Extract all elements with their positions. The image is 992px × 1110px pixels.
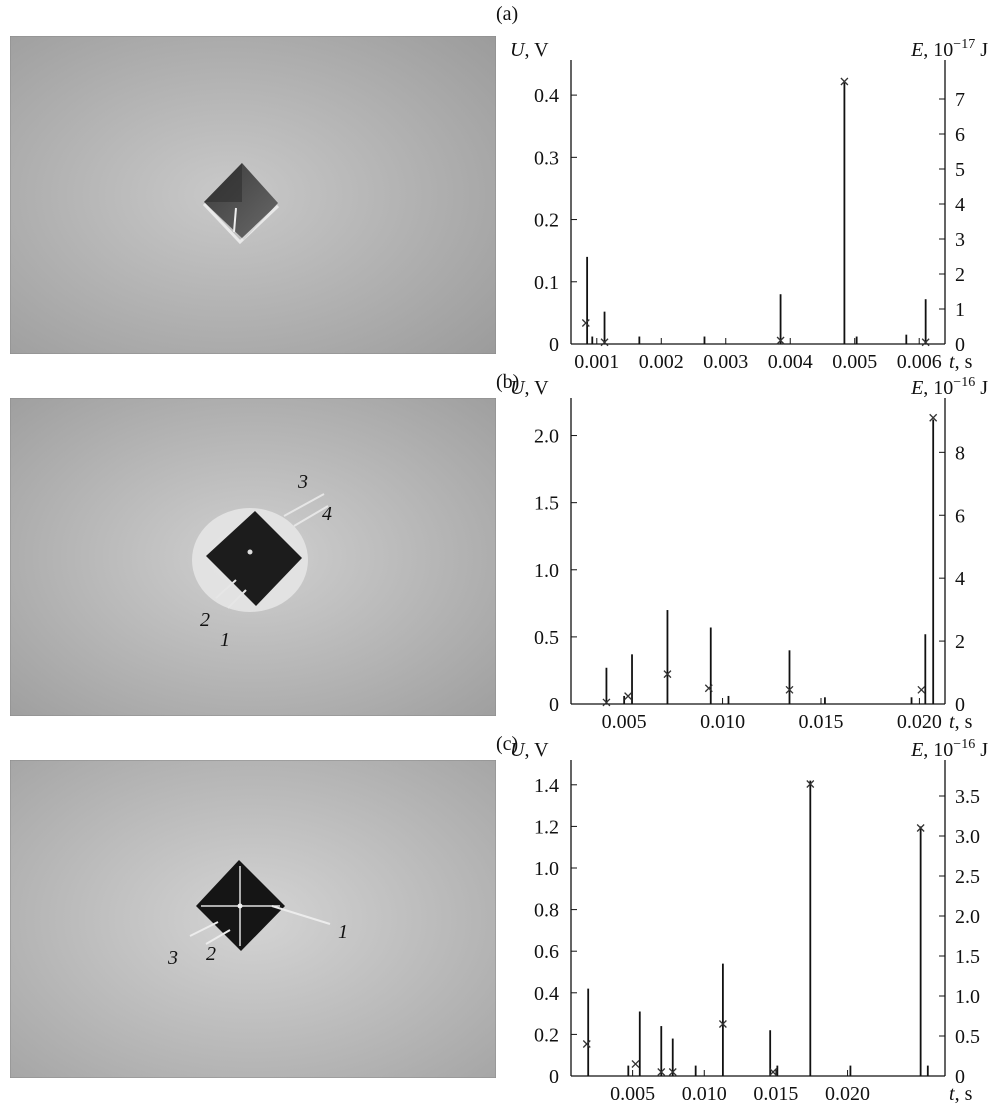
photo-label: 2 [200,609,210,631]
y2-tick-label: 1.0 [955,986,980,1008]
y2-tick-label: 2 [955,264,965,286]
y2-tick-label: 7 [955,89,965,111]
x-axis-label: t, s [949,1083,973,1105]
y-tick-label: 1.2 [534,816,559,838]
energy-marker [776,336,785,345]
x-tick-label: 0.005 [832,351,877,372]
panel-label: (b) [496,371,519,393]
x-axis-label: t, s [949,711,973,732]
energy-marker [921,338,930,347]
energy-marker [929,413,938,422]
indent-photo-a [10,36,496,354]
x-axis-label: t, s [949,351,973,372]
y2-tick-label: 6 [955,505,965,527]
y2-tick-label: 1 [955,299,965,321]
y-tick-label: 2.0 [534,426,559,448]
y-tick-label: 0.5 [534,627,559,649]
y-tick-label: 0 [549,334,559,356]
photo-label: 4 [322,503,332,525]
energy-marker [602,698,611,707]
energy-marker [657,1068,666,1076]
y2-tick-label: 0 [955,334,965,356]
y-tick-label: 0.4 [534,85,559,107]
y2-tick-label: 2.5 [955,866,980,888]
energy-marker [631,1060,640,1068]
y2-axis-label: E, 10−17 J [910,37,988,61]
y-tick-label: 1.4 [534,775,559,797]
energy-marker [916,824,925,832]
y2-axis-label: E, 10−16 J [910,737,988,761]
x-tick-label: 0.020 [825,1083,870,1105]
energy-marker [582,1040,591,1048]
photo-label: 2 [206,943,216,965]
y2-tick-label: 4 [955,194,965,216]
y2-tick-label: 5 [955,159,965,181]
x-tick-label: 0.005 [610,1083,655,1105]
y-tick-label: 0 [549,694,559,716]
chart-b: (b) U, V E, 10−16 J 0 0.5 1.0 1.5 2.0 0 2 4 6 8 0.005… [496,368,992,732]
x-tick-label: 0.004 [768,351,813,372]
x-tick-label: 0.001 [574,351,619,372]
x-tick-label: 0.020 [897,711,942,732]
x-tick-label: 0.015 [798,711,843,732]
photo-label: 1 [220,629,230,651]
x-tick-label: 0.006 [897,351,942,372]
energy-marker [600,338,609,347]
y-tick-label: 1.5 [534,493,559,515]
y2-tick-label: 3 [955,229,965,251]
y-axis-label: U, V [510,739,549,761]
y2-tick-label: 0.5 [955,1026,980,1048]
y2-tick-label: 0 [955,694,965,716]
y2-tick-label: 4 [955,568,965,590]
energy-marker [806,780,815,788]
y-tick-label: 0.3 [534,147,559,169]
indent-photo-b: 3 4 2 1 [10,398,496,716]
y-axis-label: U, V [510,39,549,61]
indent-photo-c: 1 3 2 [10,760,496,1078]
x-tick-label: 0.005 [602,711,647,732]
y-tick-label: 0 [549,1066,559,1088]
y2-tick-label: 0 [955,1066,965,1088]
y-tick-label: 0.2 [534,1024,559,1046]
y-axis-label: U, V [510,377,549,399]
energy-marker [785,685,794,694]
energy-marker [718,1020,727,1028]
energy-marker [663,670,672,679]
y2-tick-label: 1.5 [955,946,980,968]
chart-a: (a) U, V E, 10−17 J 0 0.1 0.2 0.3 0.4 0 1 2 3 4 5 6 7 0.… [496,0,992,372]
energy-marker [624,692,633,701]
y2-tick-label: 3.5 [955,786,980,808]
y-tick-label: 0.6 [534,941,559,963]
y-tick-label: 1.0 [534,858,559,880]
energy-marker [769,1068,778,1076]
y-tick-label: 0.8 [534,900,559,922]
y2-tick-label: 8 [955,442,965,464]
y2-tick-label: 2.0 [955,906,980,928]
y-tick-label: 0.4 [534,983,559,1005]
x-tick-label: 0.002 [639,351,684,372]
photo-label: 3 [297,471,308,493]
energy-marker [668,1068,677,1076]
y-tick-label: 0.1 [534,272,559,294]
panel-label: (a) [496,3,518,25]
x-tick-label: 0.015 [753,1083,798,1105]
energy-marker [840,77,849,86]
y2-tick-label: 3.0 [955,826,980,848]
y-tick-label: 0.2 [534,210,559,232]
y-tick-label: 1.0 [534,560,559,582]
chart-c: (c) U, V E, 10−16 J 0 0.2 0.4 0.6 0.8 1.0 1.2 1.4 0… [496,730,992,1106]
energy-marker [917,685,926,694]
photo-label: 3 [167,947,178,969]
y2-tick-label: 2 [955,631,965,653]
x-tick-label: 0.010 [682,1083,727,1105]
x-tick-label: 0.003 [703,351,748,372]
energy-marker [581,319,590,327]
y2-axis-label: E, 10−16 J [910,375,988,399]
y2-tick-label: 6 [955,124,965,146]
photo-label: 1 [338,921,348,943]
energy-marker [704,684,713,693]
x-tick-label: 0.010 [700,711,745,732]
panel-label: (c) [496,733,518,755]
